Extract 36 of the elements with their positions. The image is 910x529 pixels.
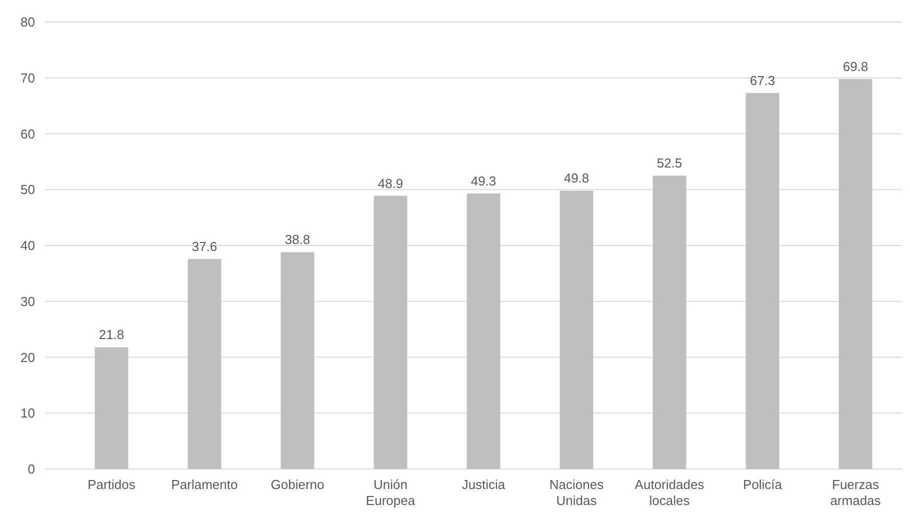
data-label: 48.9	[378, 176, 404, 191]
y-tick-label: 40	[20, 238, 35, 254]
y-tick-label: 60	[20, 126, 35, 142]
y-tick-label: 30	[20, 294, 35, 309]
bar	[652, 176, 686, 469]
bar	[374, 196, 408, 469]
x-tick-label: Partidos	[88, 477, 136, 492]
y-tick-label: 50	[20, 182, 35, 198]
y-tick-label: 10	[20, 406, 35, 421]
bar	[188, 258, 222, 469]
data-label: 49.8	[564, 170, 590, 186]
bar	[280, 252, 314, 469]
data-label: 38.8	[284, 232, 310, 248]
bar	[746, 92, 780, 469]
bar	[838, 78, 872, 469]
bar	[560, 190, 594, 469]
data-label: 37.6	[192, 238, 218, 254]
x-tick-label: Gobierno	[270, 477, 324, 492]
y-tick-label: 80	[20, 14, 35, 30]
x-tick-label: Unión Europea	[366, 477, 416, 508]
x-tick-label: Justicia	[462, 477, 506, 492]
x-tick-label: Policía	[742, 477, 783, 492]
y-tick-label: 0	[28, 462, 35, 477]
data-label: 49.3	[470, 174, 496, 189]
x-tick-label: Fuerzas armadas	[830, 477, 882, 508]
bar	[466, 194, 500, 469]
data-label: 67.3	[750, 72, 776, 88]
data-label: 52.5	[656, 156, 682, 171]
y-tick-label: 70	[20, 70, 35, 86]
data-label: 69.8	[842, 58, 868, 74]
bar	[94, 347, 128, 469]
y-tick-label: 20	[20, 350, 35, 365]
x-tick-label: Parlamento	[171, 477, 238, 492]
x-tick-label: Naciones Unidas	[549, 477, 604, 508]
data-label: 21.8	[98, 327, 124, 342]
x-tick-label: Autoridades locales	[634, 477, 705, 508]
